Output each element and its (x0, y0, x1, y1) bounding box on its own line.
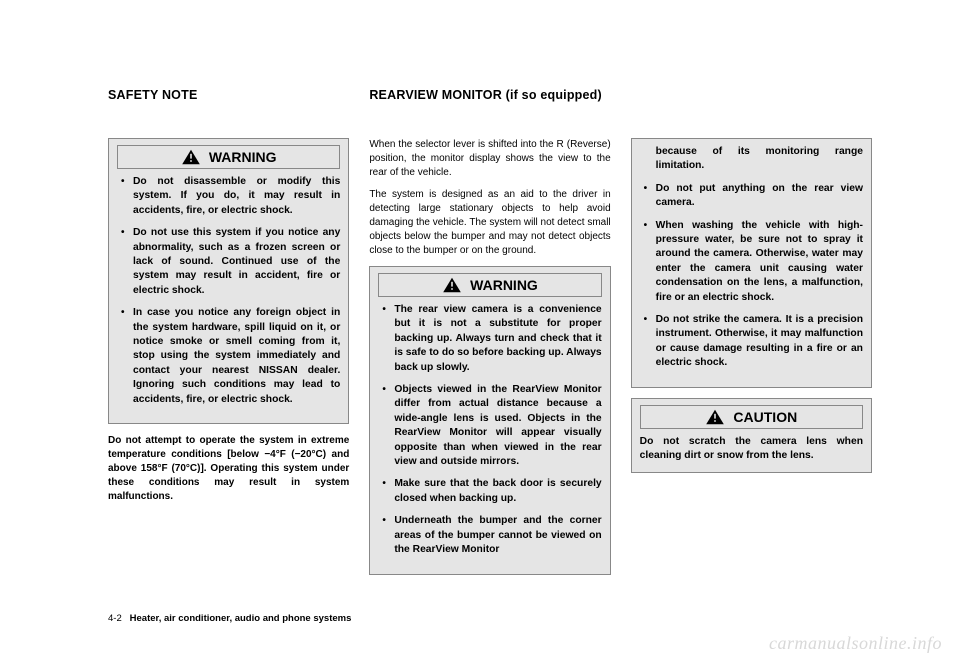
warning-item: Do not strike the camera. It is a precis… (640, 313, 863, 371)
warning-item: When washing the vehicle with high-press… (640, 219, 863, 305)
warning-item: Objects viewed in the RearView Monitor d… (378, 383, 601, 469)
rearview-heading: REARVIEW MONITOR (if so equipped) (369, 88, 610, 120)
warning-item: Do not disassemble or modify this system… (117, 175, 340, 218)
warning-box-middle: WARNING The rear view camera is a conven… (369, 266, 610, 575)
rearview-intro-2: The system is designed as an aid to the … (369, 188, 610, 258)
warning-item: Do not use this system if you notice any… (117, 226, 340, 298)
warning-body-middle: The rear view camera is a convenience bu… (378, 303, 601, 558)
caution-box: CAUTION Do not scratch the camera lens w… (631, 398, 872, 473)
caution-body: Do not scratch the camera lens when clea… (640, 435, 863, 464)
caution-triangle-icon (705, 409, 725, 425)
page-footer: 4-2 Heater, air conditioner, audio and p… (108, 613, 872, 624)
caution-label: CAUTION (733, 409, 797, 425)
warning-item: Make sure that the back door is securely… (378, 477, 601, 506)
temperature-note: Do not attempt to operate the system in … (108, 434, 349, 504)
footer-title: Heater, air conditioner, audio and phone… (130, 613, 352, 624)
spacer-heading (631, 88, 872, 120)
warning-box-left: WARNING Do not disassemble or modify thi… (108, 138, 349, 424)
warning-triangle-icon (442, 277, 462, 293)
content-columns: SAFETY NOTE WARNING Do not disassemble o… (108, 88, 872, 601)
page-number: 4-2 (108, 613, 122, 624)
warning-item: The rear view camera is a convenience bu… (378, 303, 601, 375)
warning-box-right: because of its monitoring range limitati… (631, 138, 872, 388)
warning-body-right: because of its monitoring range limitati… (640, 145, 863, 371)
manual-page: SAFETY NOTE WARNING Do not disassemble o… (0, 0, 960, 664)
warning-label-middle: WARNING (470, 277, 538, 293)
rearview-intro-1: When the selector lever is shifted into … (369, 138, 610, 180)
caution-header: CAUTION (640, 405, 863, 429)
right-column: because of its monitoring range limitati… (631, 88, 872, 601)
warning-header-left: WARNING (117, 145, 340, 169)
warning-label-left: WARNING (209, 149, 277, 165)
warning-continuation: because of its monitoring range limitati… (640, 145, 863, 174)
warning-item: Do not put anything on the rear view cam… (640, 182, 863, 211)
left-column: SAFETY NOTE WARNING Do not disassemble o… (108, 88, 349, 601)
warning-item: Underneath the bumper and the corner are… (378, 514, 601, 557)
middle-column: REARVIEW MONITOR (if so equipped) When t… (369, 88, 610, 601)
warning-item: In case you notice any foreign object in… (117, 306, 340, 407)
warning-header-middle: WARNING (378, 273, 601, 297)
safety-note-heading: SAFETY NOTE (108, 88, 349, 120)
warning-body-left: Do not disassemble or modify this system… (117, 175, 340, 407)
warning-triangle-icon (181, 149, 201, 165)
